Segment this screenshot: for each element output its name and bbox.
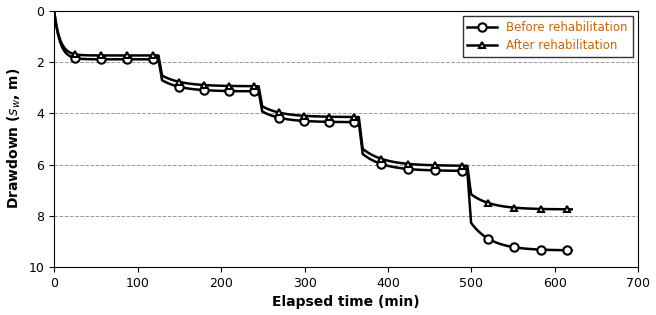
Legend: Before rehabilitation, After rehabilitation: Before rehabilitation, After rehabilitat… [462, 16, 632, 57]
X-axis label: Elapsed time (min): Elapsed time (min) [272, 295, 420, 309]
Y-axis label: Drawdown ($s_w$, m): Drawdown ($s_w$, m) [5, 68, 23, 209]
